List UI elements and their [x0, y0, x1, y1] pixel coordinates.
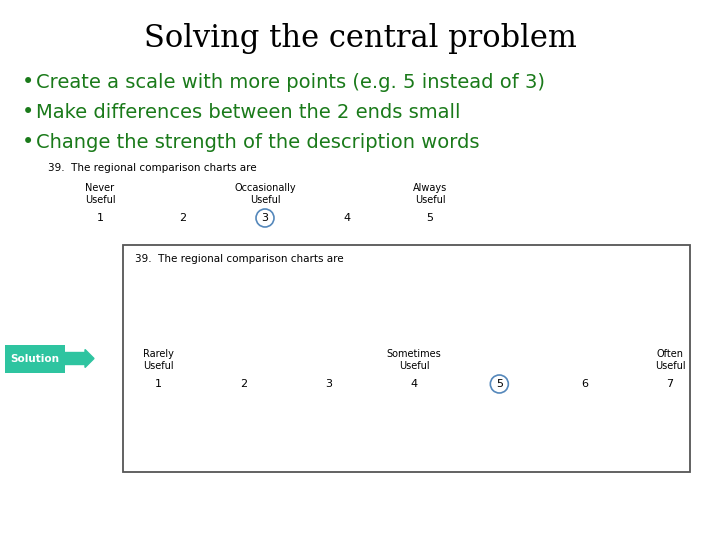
- Text: Never: Never: [86, 183, 114, 193]
- Text: Useful: Useful: [399, 361, 429, 371]
- Text: Rarely: Rarely: [143, 349, 174, 359]
- Text: •: •: [22, 132, 35, 152]
- Text: 3: 3: [325, 379, 332, 389]
- Text: Often: Often: [657, 349, 683, 359]
- Bar: [5, 345, 65, 373]
- Text: 5: 5: [426, 213, 433, 223]
- Text: 6: 6: [581, 379, 588, 389]
- Text: 2: 2: [240, 379, 247, 389]
- Text: Solving the central problem: Solving the central problem: [143, 23, 577, 53]
- Text: 4: 4: [344, 213, 351, 223]
- Text: Change the strength of the description words: Change the strength of the description w…: [36, 132, 480, 152]
- Text: •: •: [22, 72, 35, 92]
- FancyArrow shape: [65, 349, 94, 368]
- Text: Occasionally: Occasionally: [234, 183, 296, 193]
- Text: 1: 1: [96, 213, 104, 223]
- Text: 4: 4: [410, 379, 418, 389]
- Text: Create a scale with more points (e.g. 5 instead of 3): Create a scale with more points (e.g. 5 …: [36, 72, 545, 91]
- Text: Make differences between the 2 ends small: Make differences between the 2 ends smal…: [36, 103, 461, 122]
- Bar: [123, 245, 690, 472]
- Text: Useful: Useful: [85, 195, 115, 205]
- Text: 39.  The regional comparison charts are: 39. The regional comparison charts are: [135, 254, 343, 264]
- Text: 2: 2: [179, 213, 186, 223]
- Text: 39.  The regional comparison charts are: 39. The regional comparison charts are: [48, 163, 256, 173]
- Text: Useful: Useful: [654, 361, 685, 371]
- Text: 5: 5: [496, 379, 503, 389]
- Text: •: •: [22, 102, 35, 122]
- Text: Useful: Useful: [250, 195, 280, 205]
- Text: 7: 7: [667, 379, 674, 389]
- Text: Useful: Useful: [415, 195, 445, 205]
- Text: Solution: Solution: [11, 354, 60, 363]
- Text: 3: 3: [261, 213, 269, 223]
- Text: 1: 1: [155, 379, 161, 389]
- Text: Always: Always: [413, 183, 447, 193]
- Text: Useful: Useful: [143, 361, 174, 371]
- Text: Sometimes: Sometimes: [387, 349, 441, 359]
